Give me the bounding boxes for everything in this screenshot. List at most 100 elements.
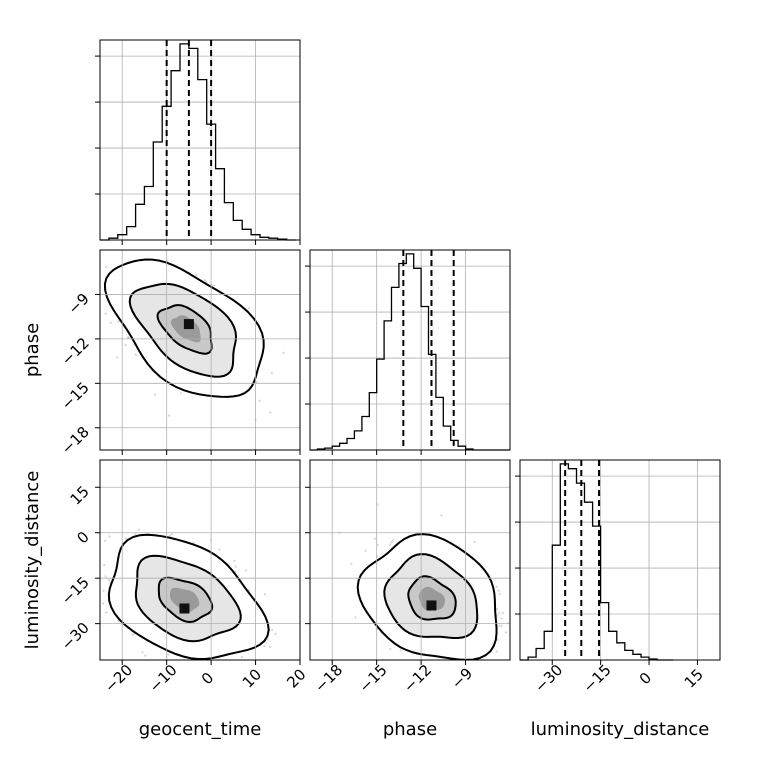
contour-line xyxy=(383,553,479,639)
sample-point xyxy=(172,244,174,246)
contour-line xyxy=(128,282,238,378)
sample-point xyxy=(144,654,147,657)
sample-point xyxy=(134,533,137,536)
contour-line xyxy=(157,576,214,624)
y-tick-label-luminosity-distance: −30 xyxy=(58,619,93,654)
density-fill xyxy=(418,586,445,611)
sample-point xyxy=(240,655,244,659)
sample-point xyxy=(495,585,498,588)
sample-point xyxy=(282,351,285,354)
sample-point xyxy=(105,611,108,614)
contour-line xyxy=(134,554,242,643)
sample-point xyxy=(247,307,250,310)
sample-point xyxy=(97,614,99,616)
sample-point xyxy=(391,539,395,542)
x-tick-label-luminosity-distance: −30 xyxy=(531,661,566,696)
contour-line xyxy=(407,575,457,621)
x-tick-label-luminosity-distance: −15 xyxy=(580,661,615,696)
sample-point xyxy=(127,336,130,339)
sample-point xyxy=(263,644,266,648)
y-tick-label-luminosity-distance: −15 xyxy=(58,573,93,608)
panel-frame-luminosity-distance xyxy=(519,459,721,661)
sample-point xyxy=(498,592,501,596)
contour-line xyxy=(356,533,498,660)
y-tick-label-luminosity-distance: 0 xyxy=(73,528,92,547)
panel-frame-geocent-time-luminosity-distance xyxy=(99,459,301,661)
sample-point xyxy=(109,321,112,324)
histogram-geocent-time xyxy=(100,43,296,241)
sample-point xyxy=(520,638,522,640)
sample-point xyxy=(101,602,105,605)
sample-point xyxy=(498,612,501,615)
contour-line xyxy=(107,533,270,660)
sample-point xyxy=(179,392,182,395)
sample-point xyxy=(402,665,404,667)
y-axis-label-luminosity-distance: luminosity_distance xyxy=(22,471,43,650)
sample-point xyxy=(117,320,120,323)
sample-point xyxy=(492,670,494,672)
sample-point xyxy=(448,674,450,676)
x-tick-label-geocent-time: 10 xyxy=(239,665,265,691)
sample-point xyxy=(124,343,127,347)
sample-point xyxy=(255,380,258,384)
sample-point xyxy=(82,604,84,606)
x-tick-label-geocent-time: −10 xyxy=(146,661,181,696)
sample-point xyxy=(473,540,476,544)
panel-frame-geocent-time-phase xyxy=(99,249,301,451)
histogram-luminosity-distance xyxy=(520,463,674,661)
label-layer: geocent_time phase luminosity_distance p… xyxy=(22,323,709,740)
hist-grid-luminosity-distance xyxy=(520,460,720,660)
sample-point xyxy=(373,537,377,540)
sample-point xyxy=(376,543,379,547)
sample-point xyxy=(270,672,272,674)
sample-point xyxy=(234,565,237,568)
sample-point xyxy=(103,563,106,567)
x-axis-label-luminosity-distance: luminosity_distance xyxy=(531,719,710,740)
sample-point xyxy=(104,539,107,542)
sample-point xyxy=(274,632,277,636)
x-tick-label-geocent-time: 0 xyxy=(198,669,217,688)
sample-point xyxy=(495,650,498,653)
hist-grid-geocent-time xyxy=(100,40,301,240)
panel-frame-phase xyxy=(309,249,511,451)
sample-point xyxy=(96,282,98,284)
sample-point xyxy=(79,253,81,255)
sample-point xyxy=(167,653,170,656)
sample-point xyxy=(234,661,236,663)
sample-point xyxy=(496,638,499,641)
sample-point xyxy=(364,549,367,552)
sample-point xyxy=(354,616,357,619)
x-tick-label-phase: −9 xyxy=(448,664,476,692)
sample-point xyxy=(500,624,503,628)
sample-point xyxy=(105,266,108,269)
sample-point xyxy=(504,631,508,634)
x-axis-label-phase: phase xyxy=(383,719,437,740)
panel-frame-phase-luminosity-distance xyxy=(309,459,511,661)
y-axis-label-phase: phase xyxy=(22,323,43,377)
sample-point xyxy=(500,617,503,620)
contour-line xyxy=(103,258,265,398)
sample-point xyxy=(108,535,111,538)
sample-point xyxy=(104,312,107,315)
y-tick-label-phase: −12 xyxy=(58,334,93,369)
sample-point xyxy=(115,356,119,359)
x-tick-label-phase: −18 xyxy=(311,661,346,696)
panel-frame-geocent-time xyxy=(99,39,301,241)
sample-point xyxy=(137,528,141,531)
sample-point xyxy=(203,279,207,282)
density-peak xyxy=(183,319,194,330)
sample-point xyxy=(167,414,171,417)
sample-point xyxy=(134,353,137,356)
sample-point xyxy=(107,578,110,582)
sample-point xyxy=(495,608,499,611)
y-tick-label-phase: −9 xyxy=(64,290,92,318)
density-fill xyxy=(170,587,200,612)
panel-geocent-time-phase xyxy=(79,244,285,421)
sample-point xyxy=(131,633,134,636)
x-tick-label-phase: −12 xyxy=(400,661,435,696)
sample-point xyxy=(270,628,274,632)
sample-point xyxy=(195,273,198,277)
sample-point xyxy=(168,534,172,537)
sample-point xyxy=(68,563,70,565)
